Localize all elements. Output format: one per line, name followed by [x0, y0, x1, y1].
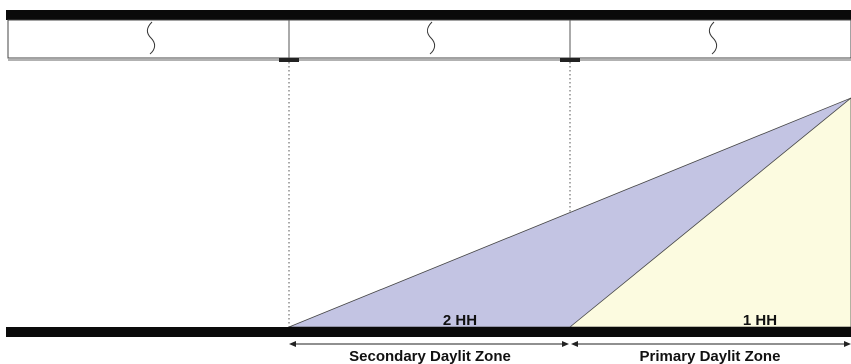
secondary-zone-dimension: [289, 341, 569, 347]
fixture-1: [279, 58, 299, 62]
primary-zone-dimension: [571, 341, 851, 347]
break-line-1: [146, 21, 156, 55]
arrow-right-icon: [562, 341, 569, 347]
arrow-left-icon: [289, 341, 296, 347]
floor-slab: [6, 327, 851, 337]
ceiling-slab: [6, 10, 851, 20]
primary-zone-label: Primary Daylit Zone: [640, 348, 781, 364]
break-line-2: [426, 21, 436, 55]
arrow-right-icon: [844, 341, 851, 347]
fixture-2: [560, 58, 580, 62]
break-line-3: [708, 21, 718, 55]
arrow-left-icon: [571, 341, 578, 347]
secondary-height-label: 2 HH: [443, 312, 477, 329]
secondary-zone-label: Secondary Daylit Zone: [349, 348, 511, 364]
primary-height-label: 1 HH: [743, 312, 777, 329]
